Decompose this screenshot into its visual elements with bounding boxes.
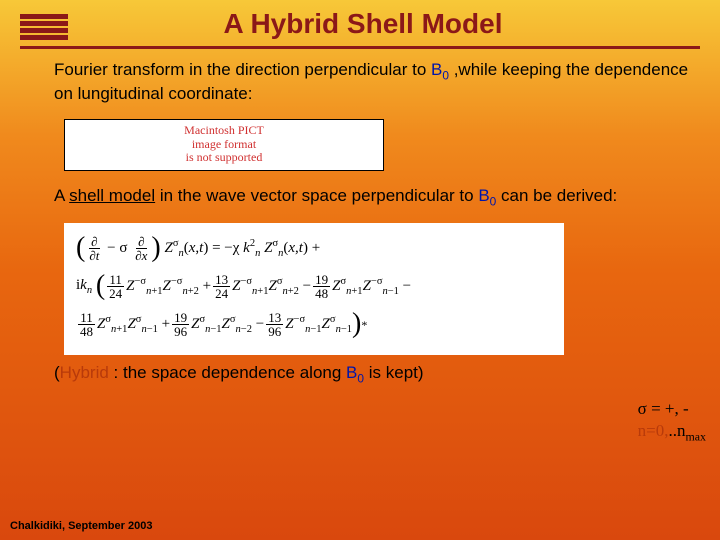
para2-d: can be derived: [496,186,617,205]
para3-b: Hybrid [60,363,109,382]
sigma-line: σ = +, - [638,398,706,420]
para3-c: : the space dependence along [109,363,346,382]
footer: Chalkidiki, September 2003 [10,520,152,532]
eq-line-1: ( ∂∂t − σ ∂∂x ) Zσn(x,t) = −χ k2n Zσn(x,… [76,235,552,263]
logo [20,14,68,40]
n-line: n=0,..nmax [638,420,706,445]
equation-box: ( ∂∂t − σ ∂∂x ) Zσn(x,t) = −χ k2n Zσn(x,… [64,223,564,355]
pict-placeholder: Macintosh PICT image format is not suppo… [64,119,384,171]
title-region: A Hybrid Shell Model [0,0,720,40]
pict-line-2: image format [192,138,256,152]
para2-a: A [54,186,69,205]
b0-2: B0 [478,186,496,205]
page-title: A Hybrid Shell Model [86,8,700,40]
para2-c: in the wave vector space perpendicular t… [155,186,478,205]
pict-line-3: is not supported [186,151,263,165]
content: Fourier transform in the direction perpe… [0,49,720,385]
para2-b: shell model [69,186,155,205]
paragraph-3: (Hybrid : the space dependence along B0 … [54,363,690,385]
para3-d: is kept) [364,363,424,382]
paragraph-1: Fourier transform in the direction perpe… [54,59,690,105]
sigma-annotation: σ = +, - n=0,..nmax [638,398,706,445]
paragraph-2: A shell model in the wave vector space p… [54,185,690,209]
para1-text-a: Fourier transform in the direction perpe… [54,60,431,79]
pict-line-1: Macintosh PICT [184,124,264,138]
eq-line-3: 1148 Zσn+1Zσn−1 + 1996 Zσn−1Zσn−2 − 1396… [76,311,552,339]
b0-1: B0 [431,60,449,79]
eq-line-2: ikn ( 1124 Z−σn+1Z−σn+2 + 1324 Z−σn+1Zσn… [76,273,552,301]
b0-3: B0 [346,363,364,382]
